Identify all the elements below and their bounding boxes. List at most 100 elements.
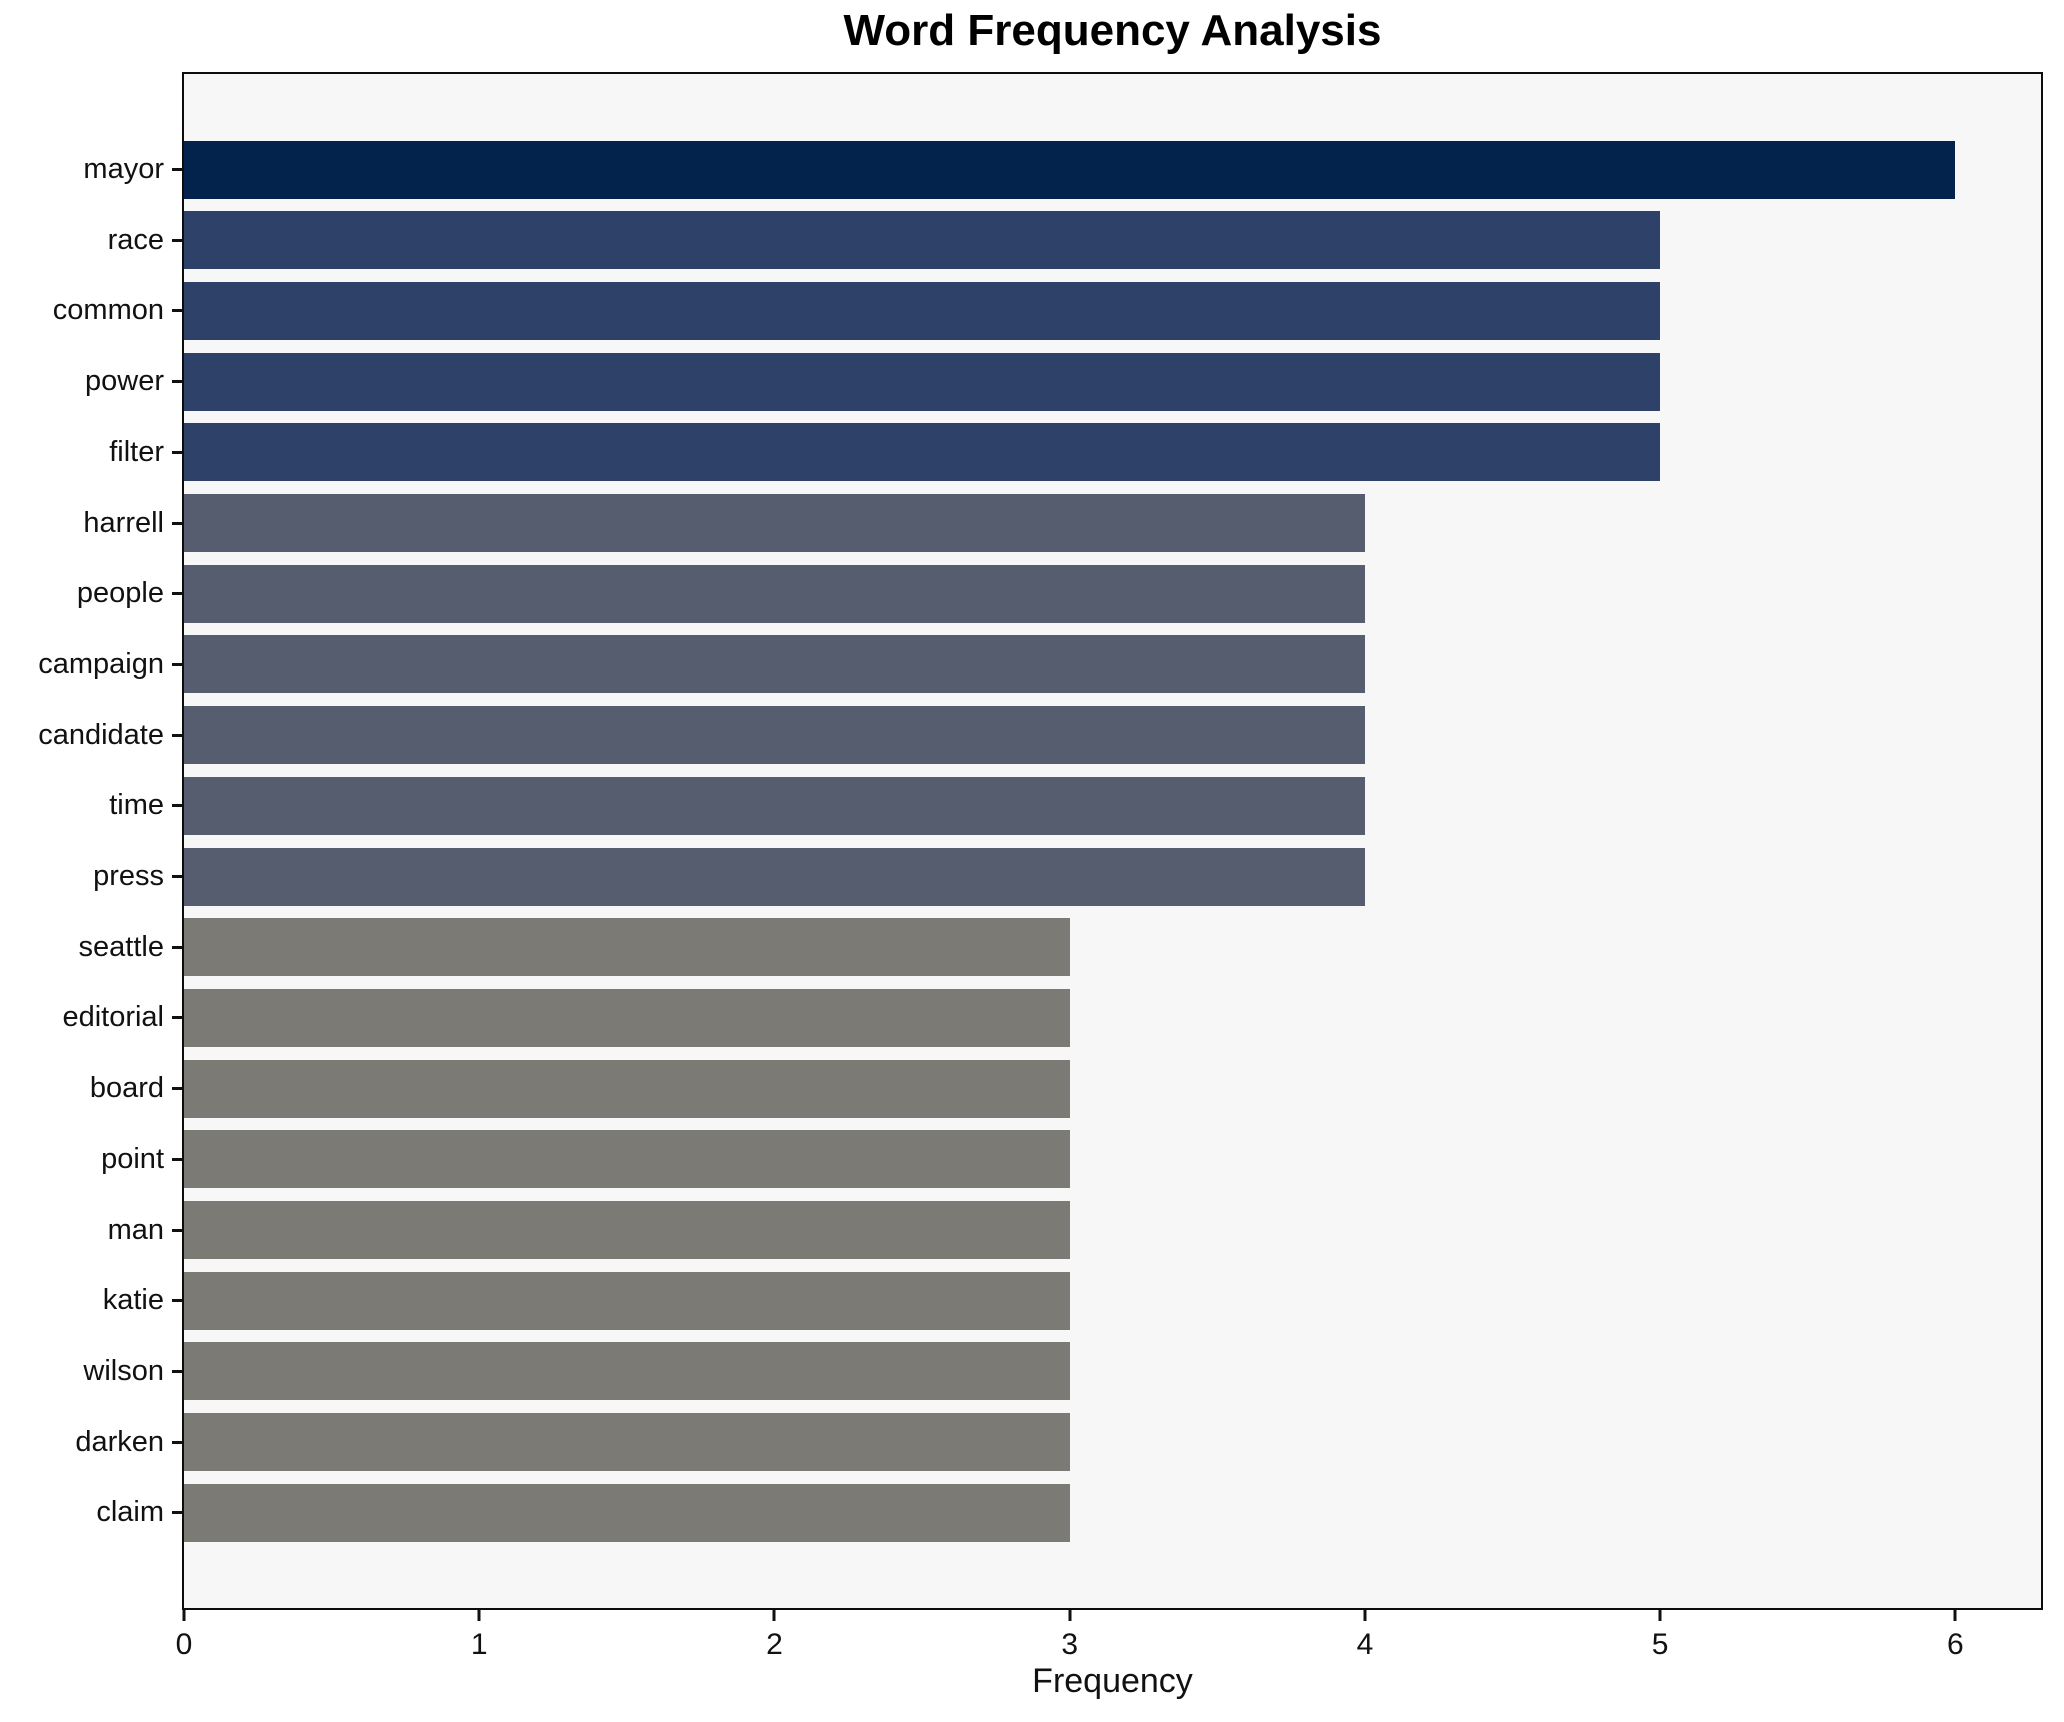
y-tick-row: people	[0, 565, 182, 623]
y-tick-row: darken	[0, 1413, 182, 1471]
bar-point	[184, 1130, 1070, 1189]
bar-row	[184, 1059, 2041, 1118]
y-tick-mark	[172, 1087, 182, 1091]
y-tick-mark	[172, 804, 182, 808]
y-tick-mark	[172, 592, 182, 596]
y-tick-label-press: press	[93, 860, 164, 892]
x-tick-label-6: 6	[1947, 1628, 1964, 1661]
x-tick-mark	[1658, 1610, 1662, 1621]
y-tick-mark	[172, 1511, 182, 1515]
y-tick-mark	[172, 1157, 182, 1161]
bar-time	[184, 776, 1365, 835]
y-tick-label-common: common	[52, 294, 164, 327]
bar-row	[184, 635, 2041, 694]
y-tick-label-harrell: harrell	[83, 506, 164, 539]
y-tick-row: katie	[0, 1272, 182, 1330]
bar-people	[184, 564, 1365, 623]
y-tick-mark	[172, 1369, 182, 1373]
y-tick-mark	[172, 945, 182, 949]
bar-katie	[184, 1271, 1070, 1330]
y-tick-label-board: board	[89, 1072, 164, 1105]
y-tick-mark	[172, 450, 182, 454]
x-tick-mark	[477, 1610, 481, 1621]
bar-row	[184, 847, 2041, 906]
y-tick-mark	[172, 1440, 182, 1444]
bar-claim	[184, 1483, 1070, 1542]
y-tick-label-race: race	[107, 223, 164, 256]
y-tick-label-mayor: mayor	[83, 153, 164, 185]
y-tick-label-man: man	[107, 1213, 164, 1246]
bar-row	[184, 423, 2041, 482]
bar-harrell	[184, 494, 1365, 552]
y-tick-row: campaign	[0, 635, 182, 693]
x-tick-label-1: 1	[470, 1628, 488, 1661]
y-tick-mark	[172, 238, 182, 242]
y-tick-label-candidate: candidate	[38, 718, 164, 751]
y-tick-row: wilson	[0, 1342, 182, 1400]
y-tick-mark	[172, 521, 182, 525]
bar-row	[184, 140, 2041, 199]
x-tick-label-2: 2	[766, 1628, 783, 1661]
y-tick-mark	[172, 733, 182, 737]
bar-man	[184, 1201, 1070, 1259]
x-tick-label-5: 5	[1651, 1628, 1669, 1661]
y-tick-label-darken: darken	[75, 1425, 164, 1458]
y-tick-row: power	[0, 353, 182, 411]
bar-row	[184, 564, 2041, 623]
x-tick-mark	[1363, 1610, 1367, 1621]
bar-mayor	[184, 140, 1956, 199]
y-tick-label-campaign: campaign	[38, 647, 164, 680]
x-tick-mark	[1068, 1610, 1072, 1621]
bar-campaign	[184, 635, 1365, 694]
y-tick-label-seattle: seattle	[78, 930, 164, 963]
bar-row	[184, 776, 2041, 835]
bar-press	[184, 847, 1365, 906]
y-tick-mark	[172, 380, 182, 384]
chart-title: Word Frequency Analysis	[843, 6, 1382, 55]
y-tick-row: time	[0, 777, 182, 835]
bar-row	[184, 352, 2041, 411]
x-tick-mark	[772, 1610, 776, 1621]
x-tick-mark	[182, 1610, 186, 1621]
y-tick-mark	[172, 1299, 182, 1303]
y-tick-mark	[172, 309, 182, 313]
y-tick-label-time: time	[109, 789, 164, 822]
y-tick-label-claim: claim	[96, 1496, 164, 1529]
y-tick-row: mayor	[0, 141, 182, 199]
y-tick-label-filter: filter	[109, 435, 164, 468]
x-axis-label: Frequency	[1032, 1662, 1193, 1700]
bar-candidate	[184, 706, 1365, 765]
bar-power	[184, 352, 1661, 411]
y-tick-mark	[172, 1016, 182, 1020]
bar-editorial	[184, 988, 1070, 1047]
bar-row	[184, 918, 2041, 977]
x-tick-label-4: 4	[1356, 1628, 1374, 1661]
bar-seattle	[184, 918, 1070, 977]
y-tick-row: point	[0, 1130, 182, 1188]
y-tick-label-katie: katie	[102, 1284, 164, 1317]
bar-row	[184, 1483, 2041, 1542]
bar-row	[184, 1413, 2041, 1472]
y-tick-mark	[172, 875, 182, 878]
y-tick-row: filter	[0, 423, 182, 481]
bar-row	[184, 1130, 2041, 1189]
bar-row	[184, 211, 2041, 270]
bar-row	[184, 1201, 2041, 1259]
y-tick-label-editorial: editorial	[62, 1001, 164, 1034]
bar-row	[184, 1271, 2041, 1330]
x-tick-label-0: 0	[175, 1628, 193, 1661]
bar-row	[184, 988, 2041, 1047]
bar-row	[184, 1342, 2041, 1401]
bar-board	[184, 1059, 1070, 1118]
y-tick-row: claim	[0, 1484, 182, 1542]
y-tick-row: common	[0, 282, 182, 340]
y-tick-label-power: power	[85, 365, 164, 398]
bar-row	[184, 494, 2041, 552]
y-tick-label-wilson: wilson	[83, 1354, 164, 1387]
y-tick-row: editorial	[0, 989, 182, 1047]
y-tick-row: candidate	[0, 706, 182, 764]
y-tick-row: board	[0, 1060, 182, 1118]
bar-wilson	[184, 1342, 1070, 1401]
y-tick-row: race	[0, 211, 182, 269]
y-tick-label-point: point	[101, 1142, 164, 1175]
